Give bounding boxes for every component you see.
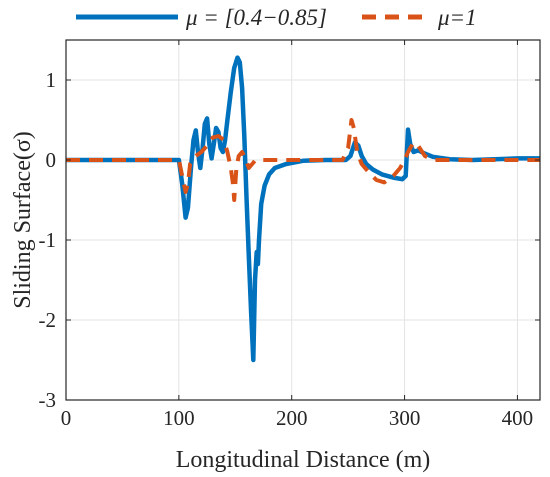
y-axis-label: Sliding Surface(σ) (10, 131, 36, 309)
x-axis-label: Longitudinal Distance (m) (176, 447, 431, 473)
x-tick-label: 400 (502, 406, 534, 430)
y-tick-label: 0 (46, 148, 57, 172)
y-tick-label: -2 (39, 308, 57, 332)
y-tick-label: 1 (46, 68, 57, 92)
series-layer (66, 55, 540, 363)
x-tick-label: 0 (61, 406, 72, 430)
series-line-2 (66, 118, 540, 202)
legend-label-series-1: μ = [0.4−0.85] (185, 5, 327, 30)
series-line-1 (66, 55, 540, 363)
plot-area-frame (65, 39, 541, 401)
x-tick-label: 200 (276, 406, 308, 430)
legend: μ = [0.4−0.85] μ=1 (76, 5, 477, 30)
y-tick-label: -3 (39, 388, 57, 412)
legend-label-series-2: μ=1 (437, 5, 477, 30)
x-tick-label: 300 (389, 406, 421, 430)
axis-ticks: 0 100 200 300 400 -3 -2 -1 0 1 (39, 40, 540, 430)
x-tick-label: 100 (163, 406, 195, 430)
y-tick-label: -1 (39, 228, 57, 252)
